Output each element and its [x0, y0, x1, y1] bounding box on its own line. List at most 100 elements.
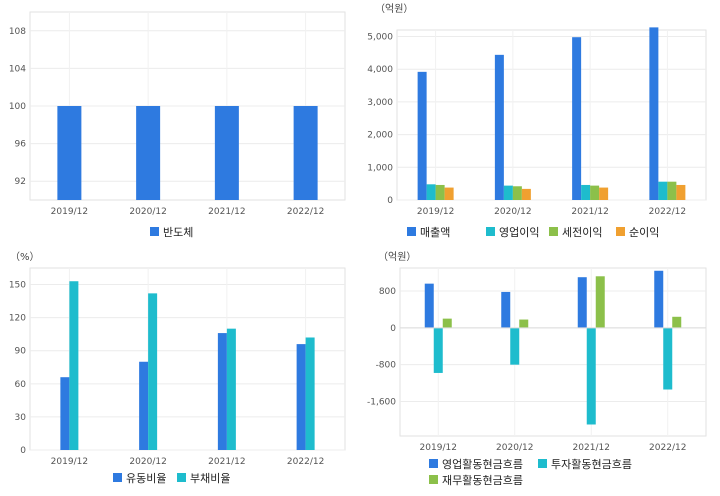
x-tick-label: 2022/12 [287, 457, 324, 467]
plot-area [29, 267, 346, 451]
bar [226, 328, 236, 450]
legend-swatch [486, 227, 495, 236]
x-tick-label: 2021/12 [208, 457, 245, 467]
bar [599, 187, 609, 200]
bar [521, 188, 531, 200]
x-tick-label: 2019/12 [420, 443, 457, 453]
bar [296, 344, 306, 450]
chart-income-svg: （억원） 0 1,000 2,000 3,000 4,000 5,000 2019/12 202… [367, 3, 707, 239]
y-tick-label: 1,000 [367, 163, 393, 173]
unit-label: （억원） [378, 251, 416, 263]
bar [417, 71, 427, 200]
legend-swatch [113, 473, 122, 482]
plot-area [396, 29, 707, 201]
legend-swatch [429, 459, 438, 468]
y-tick-label: 60 [15, 380, 27, 390]
bar [654, 270, 664, 328]
legend-label: 재무활동현금흐름 [442, 473, 523, 487]
bar [214, 106, 239, 200]
bar [57, 106, 82, 200]
bar [586, 327, 596, 425]
bar [444, 187, 454, 200]
x-tick-label: 2019/12 [51, 207, 88, 217]
y-tick-label: 4,000 [367, 65, 393, 75]
y-tick-label: 96 [15, 140, 27, 150]
y-tick-label: 92 [15, 177, 26, 187]
x-tick-label: 2021/12 [573, 443, 610, 453]
legend-label: 순이익 [629, 226, 659, 239]
y-tick-label: 0 [387, 196, 393, 206]
x-tick-label: 2022/12 [649, 207, 686, 217]
bar [305, 337, 315, 450]
bar [503, 185, 513, 200]
y-tick-label: 0 [20, 446, 26, 456]
legend-swatch [177, 473, 186, 482]
y-tick-label: 120 [9, 314, 26, 324]
unit-label: （억원） [375, 3, 413, 15]
bar [435, 184, 445, 200]
bar [60, 377, 70, 450]
chart-cashflow: （억원） -1,600 -800 0 800 2019/12 2020/12 2021/12 2… [360, 248, 720, 496]
bar [577, 277, 587, 328]
bar [658, 181, 668, 200]
chart-cashflow-svg: （억원） -1,600 -800 0 800 2019/12 2020/12 2021/12 2… [367, 251, 707, 487]
x-tick-label: 2019/12 [51, 457, 88, 467]
x-tick-label: 2020/12 [494, 207, 531, 217]
y-tick-label: 5,000 [367, 33, 393, 43]
legend-label: 투자활동현금흐름 [551, 457, 632, 471]
bar [424, 283, 434, 328]
chart-ratio: （%） 0 30 60 90 120 150 2019/12 2020/12 2021/12 202… [0, 248, 360, 496]
bar [217, 333, 227, 450]
chart-ratio-svg: （%） 0 30 60 90 120 150 2019/12 2020/12 2021/12 202… [9, 251, 346, 485]
bar [663, 327, 673, 390]
chart-income: （억원） 0 1,000 2,000 3,000 4,000 5,000 2019/12 202… [360, 0, 720, 248]
unit-label: （%） [10, 251, 40, 263]
bar [494, 54, 504, 200]
legend-swatch [616, 227, 625, 236]
chart-semiconductor-svg: 92 96 100 104 108 2019/12 2020/12 2021/12 2022/1… [9, 11, 346, 239]
bar [69, 281, 79, 450]
y-tick-label: 3,000 [367, 98, 393, 108]
y-tick-label: 90 [15, 347, 27, 357]
x-tick-label: 2021/12 [571, 207, 608, 217]
y-tick-label: 100 [9, 102, 26, 112]
bar [676, 184, 686, 200]
legend-label: 세전이익 [562, 226, 602, 239]
x-tick-label: 2020/12 [496, 443, 533, 453]
y-tick-label: 0 [390, 324, 396, 334]
bar [501, 291, 511, 328]
x-tick-label: 2019/12 [417, 207, 454, 217]
bar [433, 327, 443, 373]
bar [572, 37, 582, 200]
bar [581, 184, 591, 200]
y-tick-label: -1,600 [367, 397, 396, 407]
y-tick-label: 30 [15, 413, 27, 423]
bar [512, 186, 522, 200]
bar [426, 184, 436, 200]
bar [139, 361, 149, 450]
legend-swatch [538, 459, 547, 468]
legend-swatch [549, 227, 558, 236]
legend-label: 반도체 [163, 226, 193, 239]
bar [590, 185, 600, 200]
bar [510, 327, 520, 365]
y-tick-label: 2,000 [367, 131, 393, 141]
bar [136, 106, 161, 200]
x-tick-label: 2022/12 [287, 207, 324, 217]
y-tick-label: 800 [379, 287, 396, 297]
bar [148, 293, 158, 450]
legend-label: 유동비율 [126, 472, 166, 485]
bar [519, 319, 529, 328]
y-tick-label: 150 [9, 281, 26, 291]
bar [293, 106, 318, 200]
legend-label: 부채비율 [190, 472, 230, 485]
legend-label: 영업이익 [499, 226, 539, 239]
y-tick-label: 108 [9, 27, 26, 37]
bar [672, 316, 682, 328]
legend-swatch [429, 475, 438, 484]
bar [595, 276, 605, 328]
bar [442, 318, 452, 328]
x-tick-label: 2021/12 [208, 207, 245, 217]
x-tick-label: 2022/12 [649, 443, 686, 453]
x-tick-label: 2020/12 [129, 207, 166, 217]
